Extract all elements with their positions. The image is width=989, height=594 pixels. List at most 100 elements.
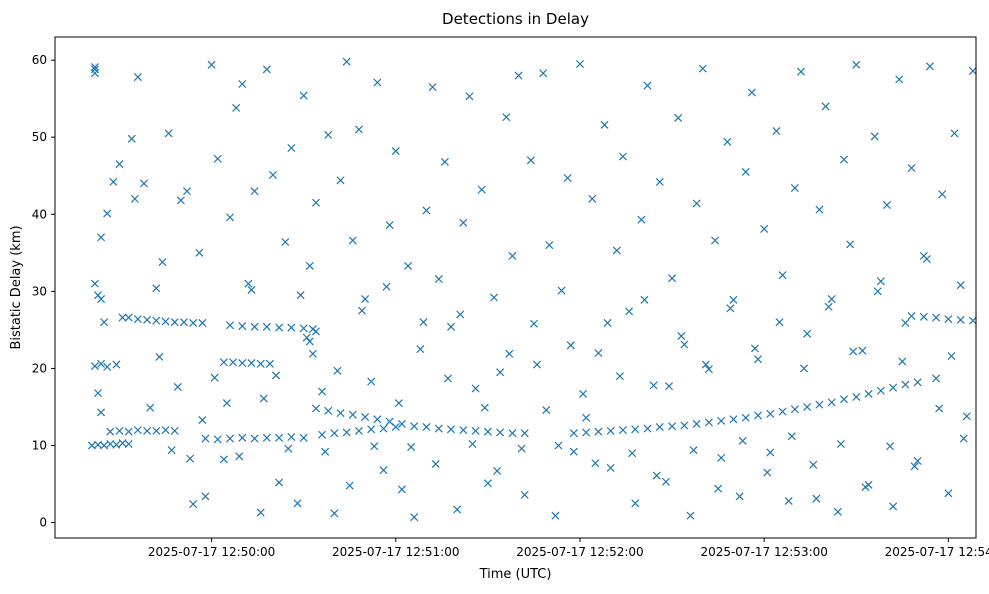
data-point-marker bbox=[447, 425, 456, 434]
data-point-marker bbox=[272, 371, 281, 380]
data-point-marker bbox=[505, 349, 514, 358]
data-point-marker bbox=[287, 323, 296, 332]
data-point-marker bbox=[772, 127, 781, 136]
data-point-marker bbox=[827, 398, 836, 407]
data-point-marker bbox=[790, 184, 799, 193]
data-point-marker bbox=[318, 430, 327, 439]
data-point-marker bbox=[170, 318, 179, 327]
data-point-marker bbox=[275, 478, 284, 487]
data-point-marker bbox=[115, 426, 124, 435]
data-point-marker bbox=[333, 366, 342, 375]
data-point-marker bbox=[391, 422, 400, 432]
data-point-marker bbox=[391, 147, 400, 156]
data-point-marker bbox=[471, 426, 480, 435]
data-point-marker bbox=[947, 352, 956, 361]
data-point-marker bbox=[839, 395, 849, 404]
data-point-marker bbox=[428, 83, 437, 92]
data-point-marker bbox=[238, 322, 247, 331]
data-point-marker bbox=[394, 399, 403, 408]
data-point-marker bbox=[833, 507, 842, 516]
data-point-marker bbox=[109, 177, 118, 186]
data-point-marker bbox=[225, 434, 235, 443]
data-point-marker bbox=[336, 176, 345, 185]
x-axis-ticks: 2025-07-17 12:50:00 2025-07-17 12:51:00 20… bbox=[148, 538, 989, 559]
data-point-marker bbox=[569, 429, 578, 438]
data-point-marker bbox=[330, 509, 339, 518]
data-point-marker bbox=[189, 500, 198, 509]
data-point-marker bbox=[164, 129, 173, 138]
data-point-marker bbox=[471, 384, 480, 393]
data-point-marker bbox=[97, 295, 106, 304]
y-tick-label: 20 bbox=[32, 361, 47, 375]
data-point-marker bbox=[299, 433, 308, 442]
data-point-marker bbox=[140, 179, 149, 188]
data-point-marker bbox=[225, 321, 235, 330]
data-point-marker bbox=[913, 378, 922, 387]
data-point-marker bbox=[453, 505, 462, 514]
data-point-marker bbox=[483, 479, 492, 488]
data-point-marker bbox=[895, 75, 904, 84]
data-points bbox=[87, 57, 977, 522]
data-point-marker bbox=[186, 454, 195, 463]
data-point-marker bbox=[938, 190, 947, 199]
data-point-marker bbox=[161, 317, 170, 326]
data-point-marker bbox=[591, 459, 600, 468]
data-point-marker bbox=[800, 364, 809, 373]
data-point-marker bbox=[711, 236, 720, 245]
data-point-marker bbox=[790, 405, 799, 414]
data-point-marker bbox=[459, 426, 468, 435]
data-point-marker bbox=[354, 125, 363, 134]
data-point-marker bbox=[689, 446, 698, 455]
data-point-marker bbox=[124, 313, 133, 322]
data-point-marker bbox=[250, 187, 259, 196]
data-point-marker bbox=[281, 238, 290, 247]
data-point-marker bbox=[704, 418, 713, 427]
data-point-marker bbox=[262, 322, 271, 331]
data-point-marker bbox=[766, 409, 775, 418]
data-point-marker bbox=[489, 293, 499, 302]
data-point-marker bbox=[824, 302, 833, 311]
data-point-marker bbox=[299, 91, 308, 100]
data-point-marker bbox=[680, 421, 689, 430]
data-point-marker bbox=[275, 323, 284, 332]
data-point-marker bbox=[922, 254, 931, 264]
data-point-marker bbox=[496, 428, 505, 437]
data-point-marker bbox=[354, 426, 363, 435]
data-point-marker bbox=[382, 282, 391, 291]
x-tick-label: 2025-07-17 12:52:00 bbox=[516, 545, 643, 559]
data-point-marker bbox=[956, 281, 965, 290]
data-point-marker bbox=[726, 304, 735, 313]
data-point-marker bbox=[637, 215, 646, 224]
data-point-marker bbox=[787, 432, 796, 441]
data-point-marker bbox=[311, 404, 320, 413]
data-point-marker bbox=[195, 248, 204, 257]
data-point-marker bbox=[910, 462, 919, 471]
data-point-marker bbox=[631, 499, 640, 508]
data-point-marker bbox=[124, 427, 133, 436]
data-point-marker bbox=[247, 285, 256, 294]
y-tick-label: 30 bbox=[32, 284, 47, 298]
data-point-marker bbox=[741, 413, 750, 422]
data-point-marker bbox=[155, 352, 164, 361]
data-point-marker bbox=[97, 408, 106, 417]
data-point-marker bbox=[579, 389, 588, 398]
data-point-marker bbox=[554, 441, 563, 450]
data-point-marker bbox=[594, 348, 603, 358]
data-point-marker bbox=[861, 483, 870, 492]
data-point-marker bbox=[913, 456, 922, 465]
data-point-marker bbox=[287, 433, 296, 442]
data-point-marker bbox=[968, 66, 977, 75]
data-point-marker bbox=[345, 481, 354, 490]
data-point-marker bbox=[112, 440, 121, 449]
data-point-marker bbox=[115, 160, 124, 169]
data-point-marker bbox=[112, 360, 121, 369]
data-point-marker bbox=[219, 358, 228, 367]
data-point-marker bbox=[932, 313, 941, 322]
data-point-marker bbox=[373, 78, 382, 87]
data-point-marker bbox=[864, 389, 873, 398]
data-point-marker bbox=[532, 360, 542, 369]
data-point-marker bbox=[361, 295, 370, 304]
data-point-marker bbox=[416, 345, 425, 354]
data-point-marker bbox=[370, 442, 379, 451]
